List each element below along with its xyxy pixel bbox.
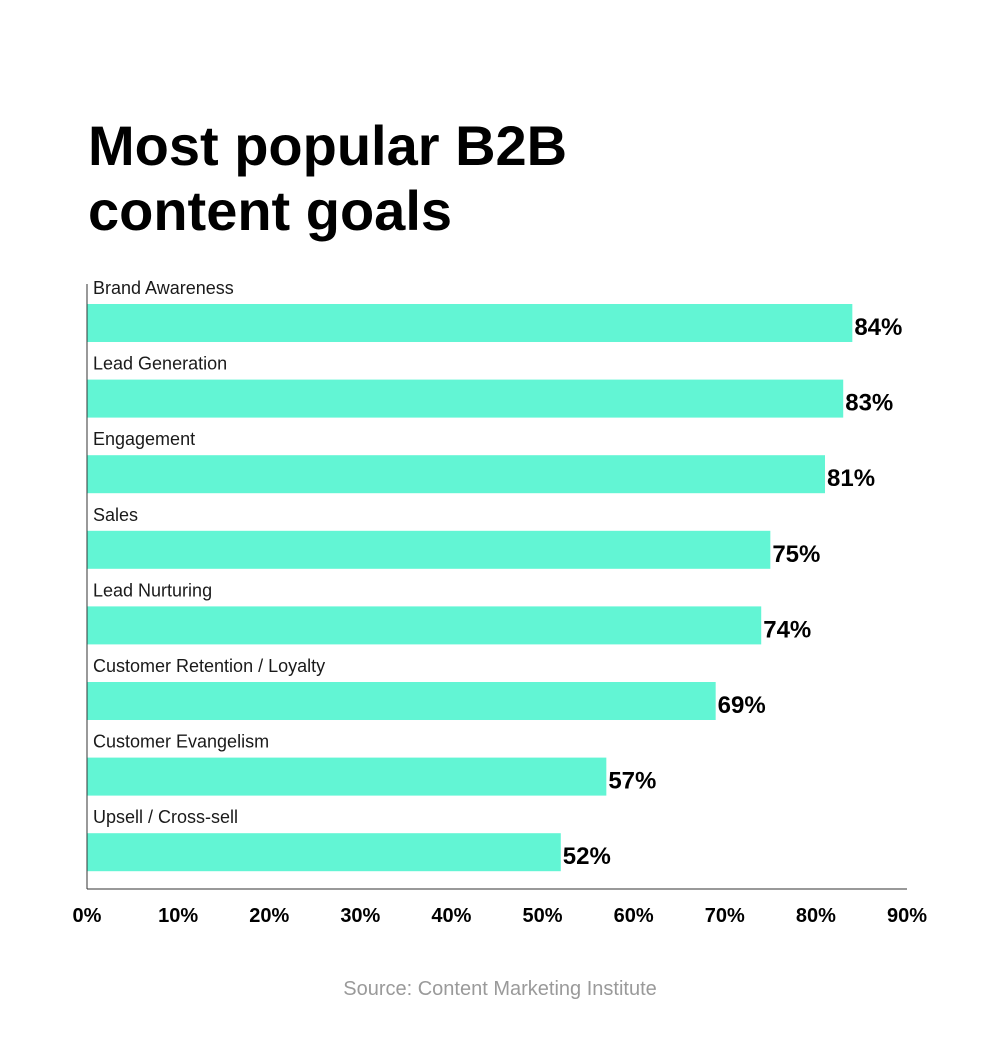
bar [87,455,825,494]
bar [87,606,762,645]
data-label: 69% [718,692,766,719]
category-label: Upsell / Cross-sell [93,807,238,827]
category-label: Lead Nurturing [93,580,212,600]
bar [87,379,844,418]
data-label: 84% [854,314,902,341]
bar [87,757,607,796]
x-tick-label: 20% [249,905,289,927]
x-tick-label: 60% [614,905,654,927]
data-label: 83% [845,390,893,417]
x-tick-label: 30% [340,905,380,927]
x-tick-label: 90% [887,905,927,927]
x-axis: 0% 10% 20% 30% 40% 50% 60% 70% 80% 90% [73,284,927,927]
category-label: Brand Awareness [93,278,234,298]
bar [87,682,716,720]
bar [87,530,771,569]
x-tick-label: 70% [705,905,745,927]
category-label: Engagement [93,429,195,449]
bar [87,833,561,872]
bars-group: Brand Awareness 84% Lead Generation 83% Enga… [87,278,902,872]
x-tick-label: 80% [796,905,836,927]
x-tick-label: 50% [523,905,563,927]
x-tick-label: 40% [431,905,471,927]
category-label: Customer Retention / Loyalty [93,656,325,676]
data-label: 75% [772,541,820,568]
category-label: Sales [93,505,138,525]
x-tick-label: 0% [73,905,102,927]
bar [87,304,853,342]
data-label: 74% [763,616,811,643]
category-label: Lead Generation [93,354,227,374]
data-label: 52% [563,843,611,870]
data-label: 81% [827,465,875,492]
x-tick-label: 10% [158,905,198,927]
chart-title-line-2: content goals [88,179,452,242]
category-label: Customer Evangelism [93,732,269,752]
source-note: Source: Content Marketing Institute [343,978,657,1000]
data-label: 57% [608,768,656,795]
chart-title: Most popular B2B [88,114,567,177]
